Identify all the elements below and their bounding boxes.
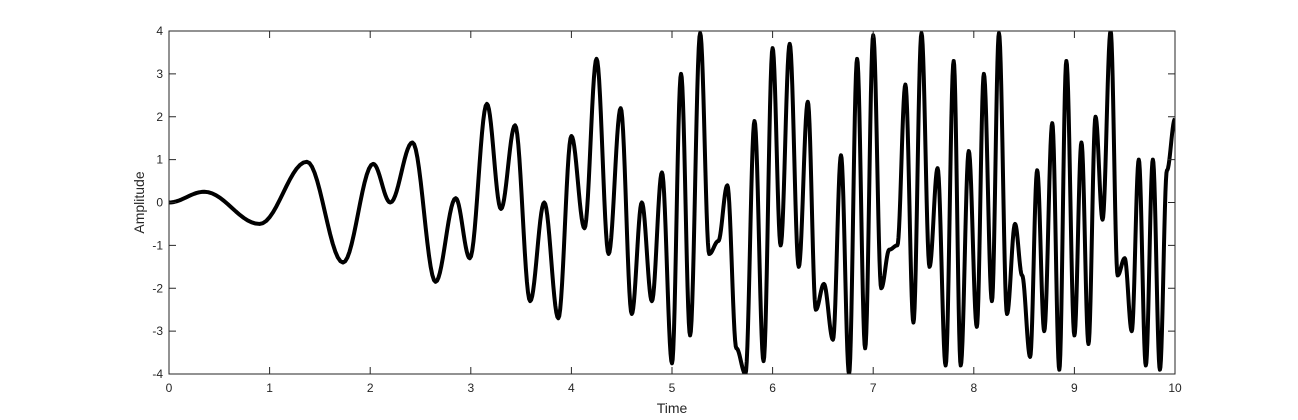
y-tick-label: -3 — [152, 324, 163, 338]
x-tick-label: 4 — [568, 381, 575, 395]
x-tick-label: 8 — [970, 381, 977, 395]
tick-layer: 0 1 2 3 4 5 6 7 8 9 10 -4 -3 -2 -1 0 1 2 3 4 — [152, 24, 1182, 395]
y-tick-label: 2 — [156, 110, 163, 124]
x-tick-label: 10 — [1168, 381, 1182, 395]
axes-box — [168, 30, 1176, 375]
x-tick-label: 9 — [1071, 381, 1078, 395]
x-tick-label: 0 — [166, 381, 173, 395]
y-tick-label: -4 — [152, 367, 163, 381]
x-tick-label: 5 — [669, 381, 676, 395]
series-line — [169, 31, 1175, 374]
x-tick-label: 7 — [870, 381, 877, 395]
y-axis-label: Amplitude — [131, 171, 147, 233]
y-tick-label: 0 — [156, 196, 163, 210]
x-tick-label: 2 — [367, 381, 374, 395]
x-tick-label: 3 — [467, 381, 474, 395]
y-tick-label: -1 — [152, 238, 163, 252]
y-tick-label: 3 — [156, 67, 163, 81]
plot-area — [169, 31, 1175, 374]
y-tick-label: -2 — [152, 281, 163, 295]
y-tick-label: 1 — [156, 153, 163, 167]
x-tick-label: 1 — [266, 381, 273, 395]
x-axis-label: Time — [657, 400, 688, 416]
data-layer — [169, 31, 1175, 374]
x-tick-label: 6 — [769, 381, 776, 395]
y-tick-label: 4 — [156, 24, 163, 38]
